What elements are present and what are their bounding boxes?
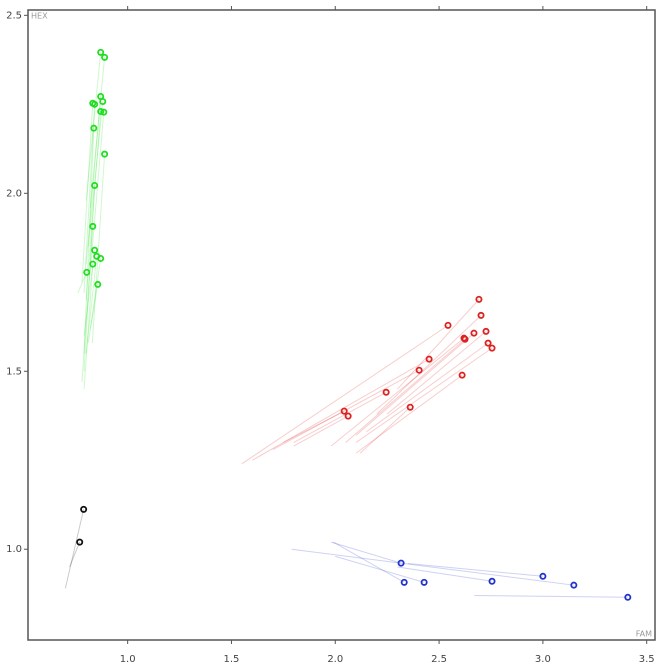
point <box>94 280 102 288</box>
trail <box>83 250 96 336</box>
trail <box>359 406 411 454</box>
trail <box>87 284 99 343</box>
trail <box>335 555 425 583</box>
x-tick-label: 1.5 <box>224 654 240 665</box>
trail <box>87 101 104 247</box>
trail <box>77 272 88 294</box>
trail <box>91 154 106 343</box>
point <box>484 339 492 347</box>
trail <box>293 391 387 443</box>
point <box>91 181 99 189</box>
x-tick-label: 2.5 <box>431 654 447 665</box>
point <box>624 593 632 601</box>
trail <box>85 256 98 354</box>
trail <box>81 226 94 382</box>
point <box>76 538 84 546</box>
point <box>415 366 423 374</box>
point <box>101 150 109 158</box>
trail <box>89 112 105 272</box>
point <box>475 295 483 303</box>
point <box>420 578 428 586</box>
point <box>91 246 99 254</box>
point <box>97 254 105 262</box>
point <box>91 100 99 108</box>
point <box>397 559 405 567</box>
point <box>539 572 547 580</box>
trail <box>366 342 489 433</box>
point <box>470 329 478 337</box>
point <box>406 403 414 411</box>
point <box>89 260 97 268</box>
trail <box>83 104 96 293</box>
trail <box>291 548 574 586</box>
trail <box>251 358 430 461</box>
trail <box>293 415 349 447</box>
trail <box>83 264 94 390</box>
trail <box>355 374 463 454</box>
trail <box>407 562 543 577</box>
trail <box>355 347 493 443</box>
y-tick-label: 1.0 <box>6 544 22 555</box>
y-tick-label: 2.5 <box>6 10 22 21</box>
x-tick-label: 2.0 <box>327 654 343 665</box>
point <box>89 222 97 230</box>
y-axis-label: HEX <box>31 12 48 21</box>
point <box>83 268 91 276</box>
trail <box>283 410 345 443</box>
trail <box>89 258 102 329</box>
point <box>344 412 352 420</box>
point <box>97 48 105 56</box>
trail <box>89 57 106 208</box>
point <box>382 388 390 396</box>
x-axis-label: FAM <box>636 630 652 639</box>
point <box>488 344 496 352</box>
x-tick-label: 3.5 <box>639 654 655 665</box>
trail <box>397 566 493 582</box>
trail <box>83 185 96 372</box>
point <box>477 311 485 319</box>
point <box>458 371 466 379</box>
trail <box>355 332 475 436</box>
trail <box>69 541 81 568</box>
point <box>400 578 408 586</box>
trail <box>85 96 102 265</box>
trail <box>345 338 466 443</box>
point <box>482 327 490 335</box>
trail <box>64 509 85 589</box>
x-tick-label: 1.0 <box>120 654 136 665</box>
trail <box>332 541 405 583</box>
trail <box>85 111 102 301</box>
point <box>99 97 107 105</box>
trail <box>474 595 628 598</box>
trail <box>241 324 449 465</box>
y-tick-label: 2.0 <box>6 188 22 199</box>
point <box>97 107 105 115</box>
point <box>425 355 433 363</box>
point <box>100 108 108 116</box>
point <box>80 505 88 513</box>
trail <box>376 315 482 415</box>
trail <box>386 331 487 415</box>
point <box>90 124 98 132</box>
trail <box>330 541 402 564</box>
x-tick-label: 3.0 <box>535 654 551 665</box>
point <box>444 321 452 329</box>
y-tick-label: 1.5 <box>6 366 22 377</box>
point <box>488 577 496 585</box>
trail <box>83 128 95 354</box>
point <box>101 53 109 61</box>
trail <box>81 103 94 283</box>
point <box>570 581 578 589</box>
plot-frame <box>27 9 656 641</box>
trail <box>330 337 465 447</box>
point <box>340 407 348 415</box>
point <box>461 335 469 343</box>
trail <box>397 299 480 390</box>
